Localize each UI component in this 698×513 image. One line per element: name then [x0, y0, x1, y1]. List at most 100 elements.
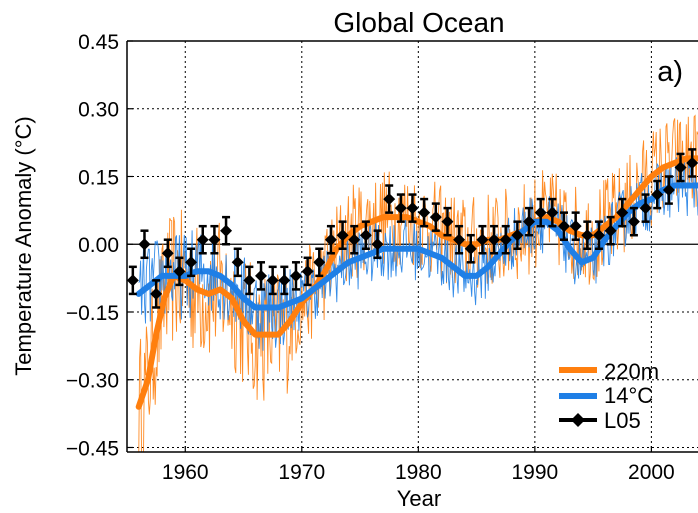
- y-tick-label: 0.00: [78, 234, 119, 257]
- l05-marker: [371, 238, 384, 251]
- legend-label-220m: 220m: [604, 359, 659, 384]
- x-tick-label: 1980: [395, 461, 442, 484]
- smooth-line-14c: [135, 182, 698, 311]
- l05-marker: [511, 229, 524, 242]
- y-axis-label: Temperature Anomaly (°C): [11, 116, 36, 375]
- l05-marker: [429, 211, 442, 224]
- l05-marker: [604, 224, 617, 237]
- l05-marker: [348, 233, 361, 246]
- l05-point: [453, 224, 466, 255]
- l05-marker: [464, 242, 477, 255]
- l05-marker: [126, 274, 139, 287]
- l05-marker: [243, 274, 256, 287]
- l05-point: [627, 206, 640, 237]
- l05-marker: [336, 229, 349, 242]
- l05-point: [161, 238, 174, 269]
- l05-marker: [231, 256, 244, 269]
- l05-marker: [418, 206, 431, 219]
- l05-point: [406, 193, 419, 223]
- l05-marker: [394, 202, 407, 215]
- l05-point: [546, 197, 559, 228]
- l05-point: [488, 224, 501, 255]
- l05-point: [196, 224, 209, 255]
- l05-point: [185, 247, 198, 278]
- chart-title: Global Ocean: [333, 7, 504, 38]
- l05-point: [394, 193, 407, 223]
- l05-marker: [453, 233, 466, 246]
- l05-marker: [476, 233, 489, 246]
- y-tick-label: 0.45: [78, 31, 119, 54]
- x-tick-label: 1990: [511, 461, 558, 484]
- l05-marker: [161, 247, 174, 260]
- l05-point: [651, 179, 664, 210]
- l05-marker: [255, 269, 268, 282]
- l05-point: [523, 206, 536, 237]
- l05-point: [557, 211, 570, 241]
- l05-point: [208, 224, 221, 255]
- l05-marker: [301, 265, 314, 278]
- l05-marker: [220, 224, 233, 237]
- l05-marker: [651, 188, 664, 201]
- y-tick-label: −0.30: [66, 370, 119, 393]
- legend-label-14c: 14°C: [604, 383, 653, 408]
- x-tick-label: 2000: [628, 461, 675, 484]
- l05-marker: [534, 206, 547, 219]
- l05-marker: [546, 206, 559, 219]
- l05-point: [255, 261, 268, 291]
- l05-point: [592, 220, 605, 251]
- l05-marker: [185, 256, 198, 269]
- l05-point: [616, 197, 629, 228]
- l05-marker: [557, 220, 570, 233]
- l05-marker: [150, 287, 163, 300]
- l05-point: [371, 229, 384, 260]
- l05-point: [289, 261, 302, 291]
- l05-point: [499, 224, 512, 255]
- l05-point: [464, 233, 477, 264]
- l05-point: [383, 184, 396, 214]
- panel-label: a): [657, 56, 683, 88]
- x-axis-label: Year: [397, 486, 441, 511]
- l05-marker: [488, 233, 501, 246]
- l05-marker: [499, 233, 512, 246]
- l05-point: [301, 256, 314, 287]
- l05-point: [231, 247, 244, 278]
- l05-marker: [138, 238, 151, 251]
- l05-marker: [266, 274, 279, 287]
- l05-points-layer: [126, 148, 698, 309]
- y-tick-label: 0.15: [78, 166, 119, 189]
- legend: 220m 14°C L05: [559, 359, 659, 433]
- x-tick-label: 1960: [162, 461, 209, 484]
- l05-point: [126, 265, 139, 296]
- l05-marker: [324, 233, 337, 246]
- l05-point: [441, 206, 454, 237]
- l05-marker: [581, 229, 594, 242]
- l05-point: [569, 211, 582, 241]
- l05-point: [429, 202, 442, 232]
- l05-point: [336, 220, 349, 251]
- l05-point: [686, 148, 698, 178]
- l05-marker: [173, 265, 186, 278]
- l05-point: [674, 152, 687, 183]
- l05-marker: [208, 233, 221, 246]
- y-tick-label: −0.45: [66, 437, 119, 460]
- l05-marker: [627, 215, 640, 228]
- l05-marker: [616, 206, 629, 219]
- l05-point: [534, 197, 547, 228]
- l05-point: [220, 215, 233, 246]
- l05-marker: [289, 269, 302, 282]
- l05-marker: [359, 229, 372, 242]
- legend-marker-l05: [571, 413, 585, 427]
- l05-marker: [313, 256, 326, 269]
- l05-point: [138, 229, 151, 260]
- x-tick-label: 1970: [278, 461, 325, 484]
- l05-point: [359, 220, 372, 251]
- l05-marker: [383, 193, 396, 206]
- l05-point: [418, 197, 431, 228]
- l05-point: [511, 220, 524, 251]
- l05-point: [266, 265, 279, 296]
- l05-point: [639, 193, 652, 223]
- l05-point: [581, 220, 594, 251]
- l05-marker: [592, 229, 605, 242]
